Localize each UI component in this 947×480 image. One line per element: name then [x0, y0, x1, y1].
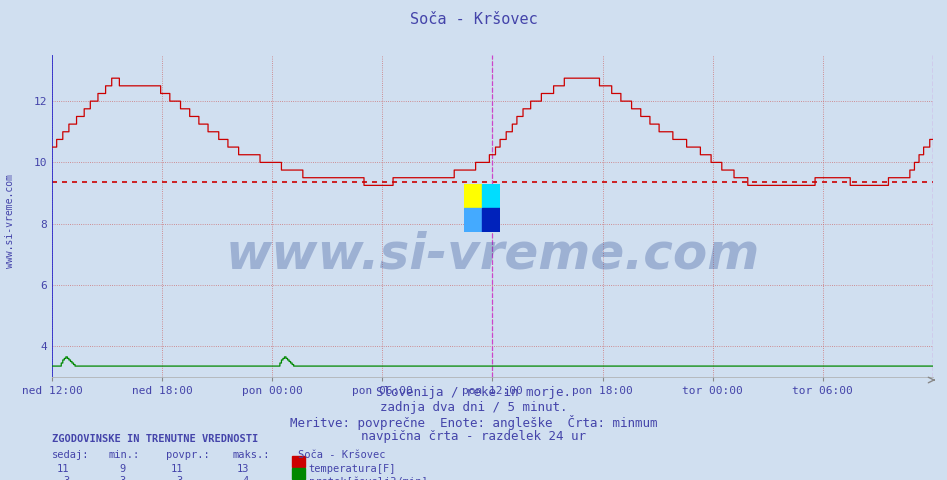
Text: www.si-vreme.com: www.si-vreme.com [6, 174, 15, 268]
Text: 11: 11 [170, 464, 183, 474]
Text: Soča - Kršovec: Soča - Kršovec [410, 12, 537, 27]
Bar [482, 183, 500, 207]
Text: maks.:: maks.: [232, 450, 270, 460]
Bar [464, 183, 482, 207]
Text: 4: 4 [242, 476, 249, 480]
Text: 3: 3 [176, 476, 183, 480]
Text: temperatura[F]: temperatura[F] [309, 464, 396, 474]
Text: Soča - Kršovec: Soča - Kršovec [298, 450, 385, 460]
Text: Slovenija / reke in morje.: Slovenija / reke in morje. [376, 386, 571, 399]
Text: 13: 13 [237, 464, 249, 474]
Text: 3: 3 [119, 476, 126, 480]
Text: sedaj:: sedaj: [52, 450, 90, 460]
Text: 11: 11 [57, 464, 69, 474]
Text: www.si-vreme.com: www.si-vreme.com [225, 230, 759, 278]
Text: Meritve: povprečne  Enote: angleške  Črta: minmum: Meritve: povprečne Enote: angleške Črta:… [290, 415, 657, 430]
Text: 9: 9 [119, 464, 126, 474]
Bar [482, 207, 500, 231]
Text: ZGODOVINSKE IN TRENUTNE VREDNOSTI: ZGODOVINSKE IN TRENUTNE VREDNOSTI [52, 434, 259, 444]
Text: min.:: min.: [109, 450, 140, 460]
Text: pretok[čevelj3/min]: pretok[čevelj3/min] [309, 476, 427, 480]
Text: zadnja dva dni / 5 minut.: zadnja dva dni / 5 minut. [380, 401, 567, 414]
Text: 3: 3 [63, 476, 69, 480]
Bar [464, 207, 482, 231]
Text: povpr.:: povpr.: [166, 450, 209, 460]
Text: navpična črta - razdelek 24 ur: navpična črta - razdelek 24 ur [361, 430, 586, 443]
